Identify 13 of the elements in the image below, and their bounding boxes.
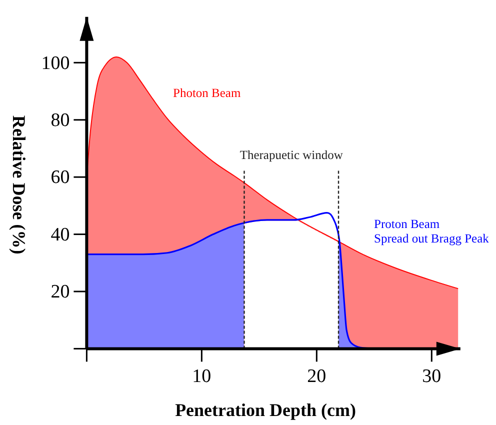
y-tick-label: 20: [50, 282, 70, 303]
y-axis-title: Relative Dose (%): [9, 115, 29, 254]
x-tick-label: 20: [307, 366, 326, 388]
y-tick-label: 100: [41, 52, 70, 74]
x-tick-label: 30: [422, 366, 442, 388]
y-tick-label: 40: [50, 224, 70, 246]
y-tick-label: 80: [50, 110, 70, 131]
series-label: Photon Beam: [173, 86, 241, 100]
text: Proton Beam Spread out Bragg Peak: [374, 217, 490, 246]
y-tick-label: 60: [50, 167, 70, 188]
band-label: Therapuetic window: [240, 148, 343, 162]
x-axis-title: Penetration Depth (cm): [175, 400, 356, 420]
x-tick-label: 10: [192, 366, 212, 388]
